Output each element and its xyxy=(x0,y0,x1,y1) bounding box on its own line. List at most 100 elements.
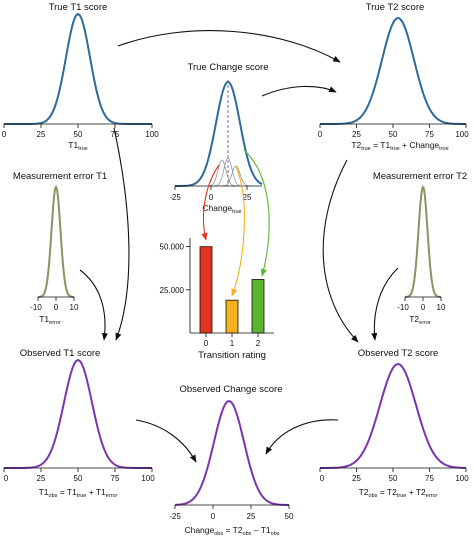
tickmarks-observed-t1 xyxy=(3,468,153,472)
tickmarks-observed-t2 xyxy=(319,468,467,472)
equation-observed-t2: T2obs = T2true + T2error xyxy=(359,487,438,499)
bar-chart-y-ticks: 25.000 50.000 xyxy=(160,243,190,295)
tick-label: 10 xyxy=(70,303,79,312)
title-error-t1: Measurement error T1 xyxy=(13,171,107,182)
panel-true-t1: True T1 score 0 25 50 75 100 T1true xyxy=(2,2,159,152)
bar-rating-2 xyxy=(251,279,265,334)
bar-rating-0 xyxy=(199,246,213,334)
tick-label: 25 xyxy=(352,474,361,483)
arrow-rating-0 xyxy=(201,164,220,241)
tick-label: 100 xyxy=(455,130,469,139)
bar-rating-1 xyxy=(225,299,239,334)
tick-label: -10 xyxy=(30,303,42,312)
tick-label: 75 xyxy=(111,474,120,483)
tick-label: 100 xyxy=(145,130,159,139)
panel-error-t2: Measurement error T2 -10 0 10 T2error xyxy=(373,171,467,326)
tick-label: 0 xyxy=(318,130,323,139)
tick-label: 25 xyxy=(352,130,361,139)
tick-label: 0 xyxy=(4,474,9,483)
title-observed-t1: Observed T1 score xyxy=(20,348,101,359)
panel-true-t2: True T2 score 0 25 50 75 100 T2true = T1… xyxy=(318,2,469,152)
panel-true-change: True Change score -25 0 25 Changetrue xyxy=(169,62,268,215)
curve-error-t1 xyxy=(37,185,75,298)
tick-label: -10 xyxy=(397,303,409,312)
title-error-t2: Measurement error T2 xyxy=(373,171,467,182)
tick-label: 25 xyxy=(243,193,252,202)
curve-true-change xyxy=(175,80,263,187)
rating-arrows xyxy=(201,149,270,297)
bar-x-tick-label: 1 xyxy=(230,339,235,348)
tick-label: 0 xyxy=(320,474,325,483)
tick-label: 25 xyxy=(37,474,46,483)
title-observed-change: Observed Change score xyxy=(180,384,283,395)
curve-observed-t2 xyxy=(320,363,467,469)
tick-label: 75 xyxy=(425,474,434,483)
tick-label: 10 xyxy=(437,303,446,312)
arrow-error-t1-to-observed-t1 xyxy=(79,269,108,341)
tick-label: 75 xyxy=(425,130,434,139)
bar-chart-bars xyxy=(199,246,265,334)
subcurve-rating-0 xyxy=(207,159,237,187)
xlabel-true-change: Changetrue xyxy=(202,203,241,215)
tick-label: 0 xyxy=(209,193,214,202)
xlabel-true-t1: T1true xyxy=(68,140,87,152)
panel-observed-change: Observed Change score -25 0 25 50 Change… xyxy=(169,384,294,537)
arrow-rating-2 xyxy=(243,149,270,277)
panel-observed-t1: Observed T1 score 0 25 50 75 100 T1obs =… xyxy=(3,348,155,499)
tick-label: -25 xyxy=(169,193,181,202)
flow-arrows xyxy=(79,30,399,463)
panel-error-t1: Measurement error T1 -10 0 10 T1error xyxy=(13,171,107,326)
equation-observed-change: Changeobs = T2obs – T1obs xyxy=(184,525,279,537)
tickmarks-observed-change xyxy=(174,505,290,509)
tickmarks-true-t1 xyxy=(3,124,153,128)
arrow-rating-1 xyxy=(231,165,245,297)
tick-label: 0 xyxy=(2,130,7,139)
tick-label: 100 xyxy=(141,474,155,483)
bar-x-tick-label: 0 xyxy=(204,339,209,348)
bar-chart-xlabel: Transition rating xyxy=(198,350,266,361)
curve-true-t1 xyxy=(4,12,152,125)
curve-observed-t1 xyxy=(4,358,152,469)
tickmarks-error-t2 xyxy=(404,297,442,301)
tick-label: 50 xyxy=(389,474,398,483)
title-true-change: True Change score xyxy=(188,62,269,73)
xlabel-error-t1: T1error xyxy=(39,314,61,326)
tick-label: 25 xyxy=(247,512,256,521)
tick-label: 0 xyxy=(211,512,216,521)
curve-observed-change xyxy=(174,399,290,506)
curve-error-t2 xyxy=(404,185,442,298)
arrow-true-t1-to-true-t2 xyxy=(117,30,341,63)
tick-label: 0 xyxy=(54,303,59,312)
tick-label: 25 xyxy=(37,130,46,139)
tick-label: 0 xyxy=(421,303,426,312)
tickmarks-true-t2 xyxy=(319,124,467,128)
tick-label: 50 xyxy=(389,130,398,139)
arrow-true-t2-to-observed-t2 xyxy=(322,159,359,343)
xlabel-error-t2: T2error xyxy=(409,314,431,326)
arrow-true-t1-to-observed-t1 xyxy=(113,127,130,341)
bar-y-tick-label: 25.000 xyxy=(160,286,185,295)
subcurve-rating-1 xyxy=(213,157,243,187)
curve-true-t2 xyxy=(320,17,467,125)
tick-label: 50 xyxy=(285,512,294,521)
bar-chart-transition-rating: 25.000 50.000 0 1 2 Transition rating xyxy=(160,238,274,361)
tick-label: 100 xyxy=(455,474,469,483)
subcurve-rating-2 xyxy=(221,165,251,187)
arrow-error-t2-to-observed-t2 xyxy=(371,267,399,341)
bar-y-tick-label: 50.000 xyxy=(160,243,185,252)
tick-label: 50 xyxy=(74,474,83,483)
title-observed-t2: Observed T2 score xyxy=(358,348,439,359)
tickmarks-true-change xyxy=(174,186,248,190)
arrow-observed-t2-to-observed-change xyxy=(265,419,339,455)
panel-observed-t2: Observed T2 score 0 25 50 75 100 T2obs =… xyxy=(319,348,469,499)
tick-label: 50 xyxy=(74,130,83,139)
title-true-t2: True T2 score xyxy=(366,2,425,13)
arrow-true-change-to-true-t2 xyxy=(261,85,337,97)
arrow-observed-t1-to-observed-change xyxy=(135,419,197,463)
bar-chart-x-ticks: 0 1 2 xyxy=(204,333,261,348)
title-true-t1: True T1 score xyxy=(49,2,108,13)
bar-x-tick-label: 2 xyxy=(256,339,261,348)
equation-observed-t1: T1obs = T1true + T1error xyxy=(39,487,118,499)
tick-label: -25 xyxy=(169,512,181,521)
